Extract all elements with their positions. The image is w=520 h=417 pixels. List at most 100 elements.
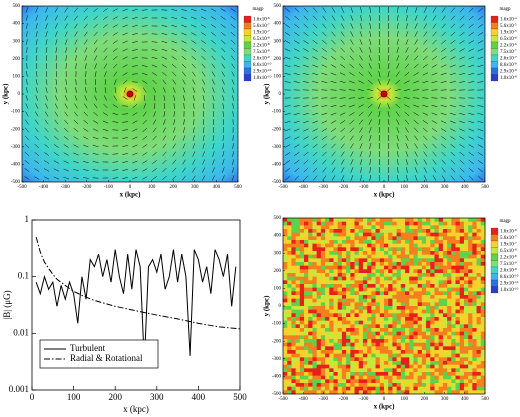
vector-arrow [112, 48, 118, 52]
colorbar-label-base: 8.6x10 [253, 63, 267, 68]
vector-arrow [192, 151, 196, 157]
field-cell [400, 379, 406, 384]
vector-arrow [395, 71, 400, 77]
vector-arrow [441, 39, 447, 45]
field-cell [388, 284, 393, 288]
field-cell [295, 379, 301, 384]
field-cell [346, 353, 351, 358]
colorbar-title: magp [499, 219, 511, 224]
field-cell [325, 361, 330, 365]
field-cell [480, 284, 486, 288]
field-cell [417, 306, 423, 310]
vector-arrow [394, 88, 401, 92]
field-cell [362, 240, 368, 244]
field-cell [480, 265, 486, 270]
field-cell [384, 339, 389, 343]
field-cell [354, 331, 360, 336]
vector-arrow [422, 72, 429, 76]
field-cell [480, 335, 486, 340]
field-cell [316, 243, 322, 248]
field-cell [283, 280, 288, 285]
vector-arrow [423, 7, 427, 13]
field-cell [350, 291, 355, 296]
field-cell [413, 357, 418, 362]
vector-arrow [477, 152, 484, 156]
field-cell [392, 236, 397, 241]
vector-arrow [132, 160, 138, 164]
field-cell [413, 361, 418, 365]
vector-arrow [24, 127, 29, 133]
field-cell [341, 350, 347, 354]
field-cell [283, 236, 288, 241]
field-cell [388, 324, 393, 329]
field-cell [388, 287, 393, 292]
y-tick-label: 200 [274, 269, 282, 274]
vector-arrow [182, 159, 186, 165]
field-cell [459, 218, 465, 222]
vector-arrow [284, 113, 291, 115]
vector-arrow [84, 47, 88, 53]
colorbar-label-exponent: -4 [514, 16, 517, 20]
field-cell [468, 254, 473, 259]
field-cell [362, 221, 368, 226]
field-cell [426, 350, 431, 354]
vector-arrow [339, 112, 346, 116]
field-cell [442, 379, 448, 384]
colorbar-label: 8.6x10-10 [500, 273, 519, 280]
field-cell [392, 361, 397, 365]
field-cell [384, 284, 389, 288]
vector-arrow [202, 87, 205, 93]
field-cell [447, 331, 452, 336]
field-cell [442, 353, 448, 358]
field-cell [434, 386, 440, 391]
field-cell [337, 225, 343, 230]
field-cell [350, 342, 355, 347]
field-cell [442, 313, 448, 318]
vector-arrow [54, 23, 58, 29]
field-cell [320, 265, 326, 270]
field-cell [384, 218, 389, 222]
field-cell [392, 353, 397, 358]
colorbar-swatch [490, 260, 499, 268]
field-cell [455, 350, 461, 354]
field-cell [388, 320, 393, 325]
field-cell [472, 386, 477, 391]
field-cell [417, 247, 423, 252]
vector-arrow [459, 15, 465, 21]
vector-arrow [94, 71, 97, 77]
vector-arrow [404, 71, 410, 77]
field-cell [299, 225, 305, 230]
field-cell [287, 346, 292, 351]
vector-arrow [368, 127, 372, 133]
vector-arrow [459, 128, 465, 132]
x-axis-label: x (kpc) [123, 404, 149, 414]
field-cell [379, 291, 385, 296]
field-cell [409, 254, 414, 259]
field-cell [341, 287, 347, 292]
field-cell [400, 353, 406, 358]
vector-arrow [211, 79, 215, 85]
field-cell [447, 328, 452, 332]
field-cell [421, 361, 427, 365]
field-cell [400, 364, 406, 369]
field-cell [354, 372, 360, 376]
field-cell [362, 368, 368, 373]
y-tick-label: -500 [272, 180, 282, 185]
field-cell [354, 357, 360, 362]
field-cell [455, 386, 461, 391]
vector-arrow [378, 38, 380, 46]
vector-arrow [284, 56, 291, 60]
colorbar-label-base: 5.6x10 [500, 24, 514, 29]
vector-arrow [132, 49, 138, 51]
field-cell [426, 357, 431, 362]
field-cell [367, 240, 372, 244]
field-cell [367, 295, 372, 299]
y-tick-label: 400 [274, 234, 282, 239]
field-cell [384, 357, 389, 362]
vector-arrow [422, 97, 429, 99]
field-cell [346, 280, 351, 285]
vector-arrow [220, 32, 226, 36]
field-cell [396, 339, 402, 343]
field-cell [316, 254, 322, 259]
field-cell [447, 254, 452, 259]
